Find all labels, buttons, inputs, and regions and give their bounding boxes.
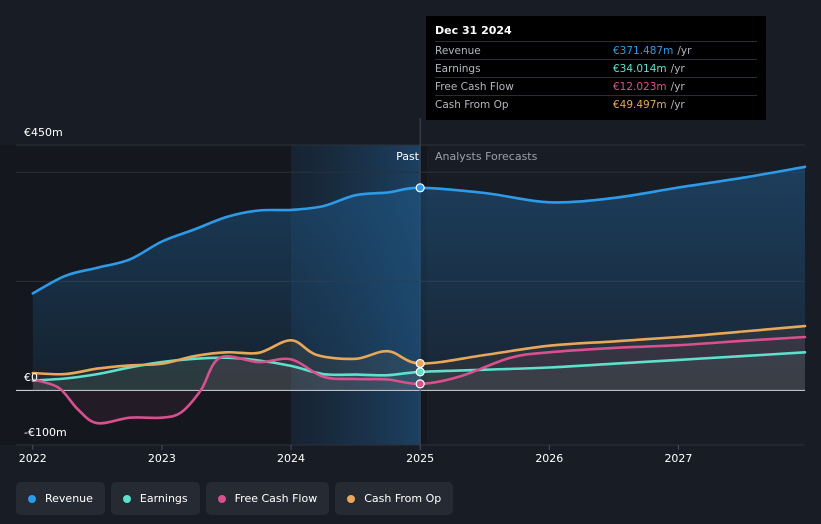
x-tick-label: 2024 xyxy=(277,452,305,465)
tooltip-value: €371.487m xyxy=(613,44,674,57)
legend-dot-icon xyxy=(28,494,36,503)
tooltip-label: Earnings xyxy=(435,62,481,75)
tooltip-row-cash-from-op: Cash From Op €49.497m /yr xyxy=(435,96,757,113)
legend-dot-icon xyxy=(217,494,226,503)
tooltip-row-free-cash-flow: Free Cash Flow €12.023m /yr xyxy=(435,78,757,96)
legend-item-free-cash-flow[interactable]: Free Cash Flow xyxy=(205,482,330,515)
tooltip-row-earnings: Earnings €34.014m /yr xyxy=(435,60,757,78)
cash-from-op-marker xyxy=(415,358,425,369)
free-cash-flow-marker xyxy=(415,379,425,389)
tooltip-label: Revenue xyxy=(435,44,481,57)
tooltip: Dec 31 2024 Revenue €371.487m /yr Earnin… xyxy=(426,16,766,120)
legend-dot-icon xyxy=(122,494,131,503)
tooltip-value: €49.497m xyxy=(613,98,667,111)
legend-item-earnings[interactable]: Earnings xyxy=(110,482,200,515)
x-tick-label: 2026 xyxy=(535,452,563,465)
x-tick-label: 2027 xyxy=(664,452,692,465)
revenue-area xyxy=(32,166,806,391)
x-tick-label: 2023 xyxy=(148,452,176,465)
revenue-marker xyxy=(415,183,425,193)
legend-item-revenue[interactable]: Revenue xyxy=(16,482,105,515)
tooltip-label: Free Cash Flow xyxy=(435,80,514,93)
tooltip-unit: /yr xyxy=(670,62,685,75)
tooltip-value: €12.023m xyxy=(613,80,667,93)
past-label: Past xyxy=(396,150,420,163)
x-tick-label: 2025 xyxy=(406,452,434,465)
y-label-bottom: -€100m xyxy=(24,426,67,439)
forecast-label: Analysts Forecasts xyxy=(435,150,538,163)
tooltip-unit: /yr xyxy=(670,98,685,111)
revenue-line xyxy=(31,165,807,295)
tooltip-date: Dec 31 2024 xyxy=(435,24,757,42)
earnings-line xyxy=(31,351,807,382)
y-label-zero: €0 xyxy=(24,371,38,384)
hover-markers xyxy=(415,183,425,389)
free-cash-flow-line xyxy=(31,335,807,425)
legend-label: Free Cash Flow xyxy=(234,492,318,505)
legend-dot-icon xyxy=(347,494,356,503)
cash-from-op-line xyxy=(31,324,807,376)
earnings-area xyxy=(32,352,806,391)
tooltip-unit: /yr xyxy=(677,44,692,57)
tooltip-value: €34.014m xyxy=(613,62,667,75)
tooltip-unit: /yr xyxy=(670,80,685,93)
legend-label: Revenue xyxy=(45,492,93,505)
tooltip-label: Cash From Op xyxy=(435,98,509,111)
legend-label: Cash From Op xyxy=(364,492,442,505)
y-label-top: €450m xyxy=(24,126,63,139)
x-axis-ticks: 2022 2023 2024 2025 2026 2027 xyxy=(19,445,692,465)
series-lines xyxy=(31,165,807,425)
legend-item-cash-from-op[interactable]: Cash From Op xyxy=(335,482,454,515)
x-tick-label: 2022 xyxy=(19,452,47,465)
tooltip-row-revenue: Revenue €371.487m /yr xyxy=(435,42,757,60)
earnings-marker xyxy=(415,367,425,377)
legend-label: Earnings xyxy=(139,492,188,505)
legend: Revenue Earnings Free Cash Flow Cash Fro… xyxy=(16,482,454,515)
